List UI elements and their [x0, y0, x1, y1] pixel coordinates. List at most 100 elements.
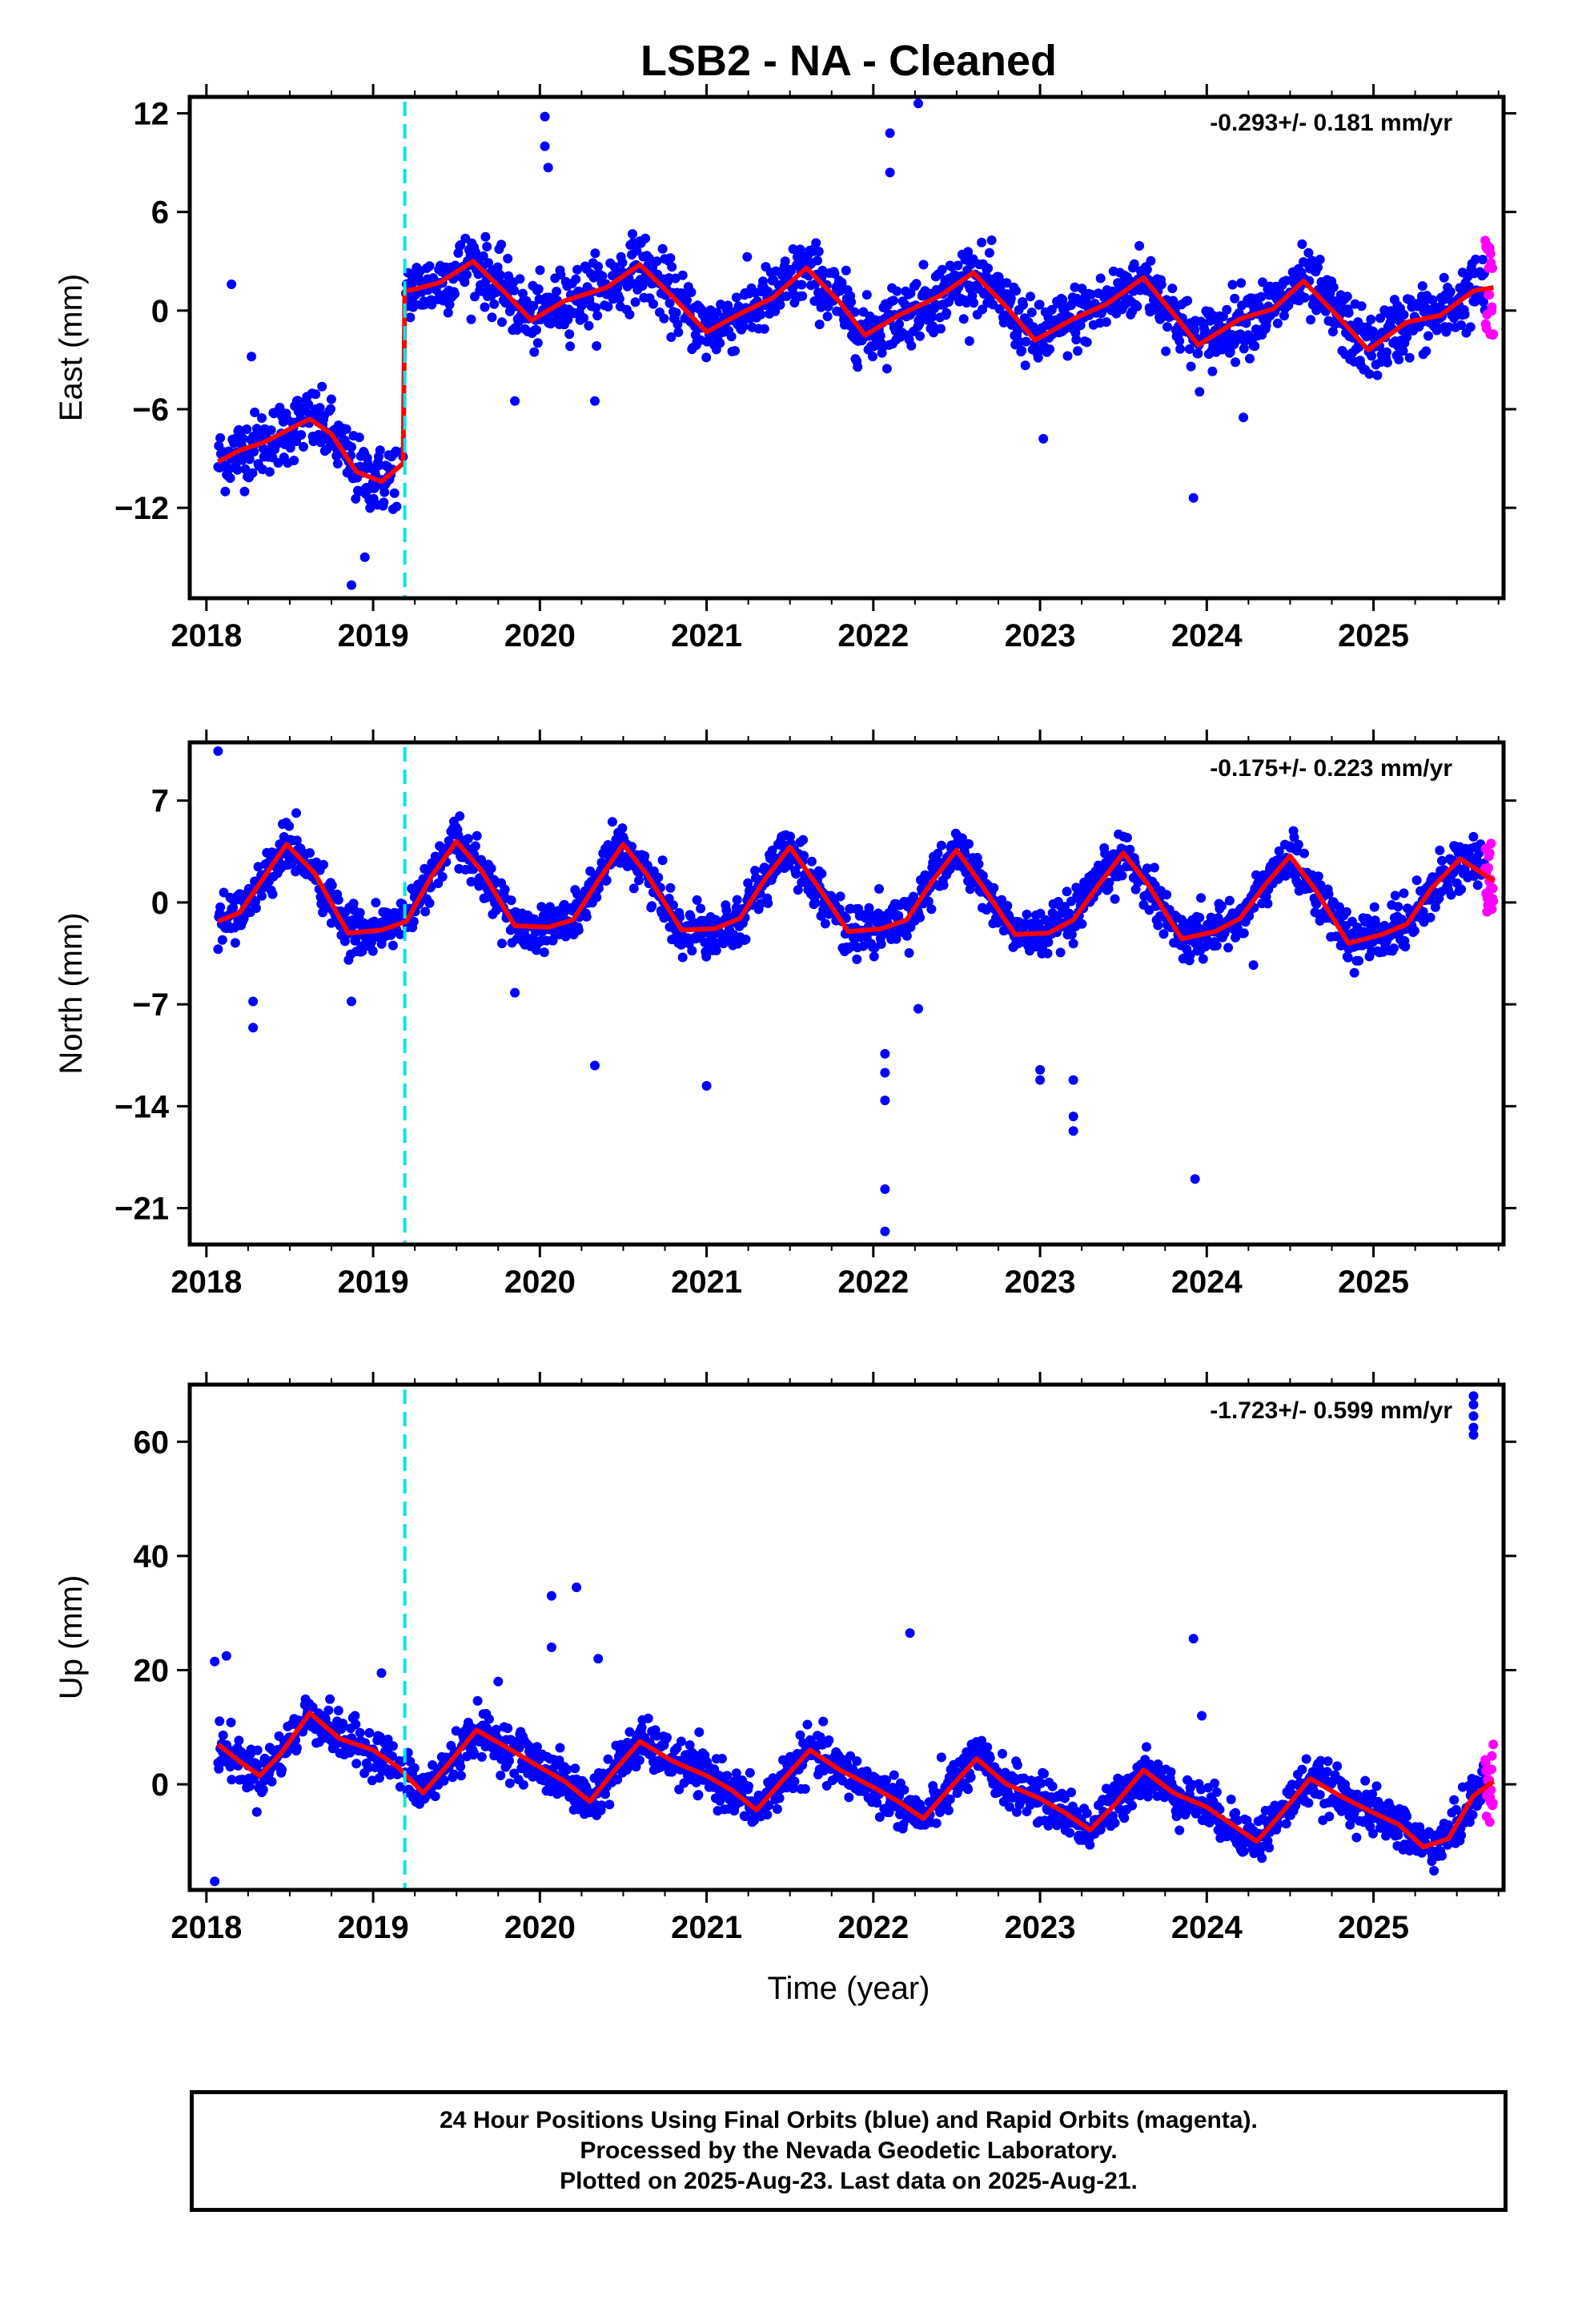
final-orbit-point — [1258, 277, 1268, 287]
final-orbit-point — [249, 447, 259, 456]
panel-up: 2018 2019 2020 2021 2022 2023 2024 20256040200U… — [54, 1372, 1516, 1945]
final-orbit-point — [497, 939, 507, 949]
final-orbit-point — [564, 329, 575, 340]
final-orbit-point — [628, 229, 637, 239]
final-orbit-point — [711, 945, 721, 955]
outlier-point — [885, 128, 895, 139]
panel-north: 2018 2019 2020 2021 2022 2023 2024 202570−7−14−… — [54, 730, 1516, 1300]
final-orbit-point — [1389, 943, 1399, 954]
final-orbit-point — [642, 860, 652, 870]
final-orbit-point — [226, 1717, 236, 1727]
final-orbit-point — [915, 331, 926, 341]
final-orbit-point — [904, 948, 914, 958]
chart-title: LSB2 - NA - Cleaned — [640, 37, 1057, 85]
rapid-orbit-point — [1486, 838, 1496, 849]
final-orbit-point — [1225, 347, 1235, 357]
final-orbit-point — [1167, 283, 1178, 294]
x-tick-label: 2018 — [171, 618, 242, 653]
final-orbit-point — [845, 1751, 856, 1761]
final-orbit-point — [983, 263, 994, 273]
final-orbit-point — [731, 292, 741, 303]
y-tick-label: −7 — [132, 987, 169, 1023]
final-orbit-point — [1313, 262, 1323, 272]
panel-east: 2018 2019 2020 2021 2022 2023 2024 20251260−6−1… — [54, 84, 1516, 653]
final-orbit-point — [253, 862, 263, 872]
final-orbit-point — [817, 868, 827, 879]
final-orbit-point — [712, 308, 722, 318]
final-orbit-point — [820, 919, 830, 929]
final-orbit-point — [593, 261, 603, 271]
final-orbit-point — [978, 304, 987, 315]
final-orbit-point — [532, 325, 541, 335]
final-orbit-point — [767, 845, 777, 855]
x-tick-label: 2022 — [837, 1265, 909, 1300]
final-orbit-point — [643, 1713, 653, 1723]
outlier-point — [247, 352, 257, 362]
final-orbit-point — [257, 413, 267, 423]
final-orbit-point — [327, 880, 337, 891]
final-orbit-point — [673, 320, 683, 329]
final-orbit-point — [742, 251, 753, 262]
final-orbit-point — [1068, 939, 1078, 949]
final-orbit-point — [491, 905, 501, 915]
final-orbit-point — [669, 900, 678, 911]
final-orbit-point — [1058, 295, 1068, 305]
final-orbit-point — [1323, 889, 1334, 899]
final-orbit-point — [333, 1706, 343, 1715]
final-orbit-point — [1175, 344, 1186, 354]
final-orbit-point — [1349, 967, 1359, 978]
final-orbit-point — [1062, 351, 1073, 361]
final-orbit-point — [252, 1745, 263, 1755]
final-orbit-point — [1236, 278, 1247, 288]
final-orbit-point — [218, 1730, 228, 1740]
final-orbit-point — [977, 1735, 987, 1746]
final-orbit-point — [570, 1763, 580, 1774]
final-orbit-point — [1427, 295, 1438, 305]
final-orbit-point — [250, 407, 260, 417]
final-orbit-point — [1435, 845, 1445, 855]
final-orbit-point — [258, 1784, 268, 1795]
final-orbit-point — [849, 307, 860, 317]
final-orbit-point — [914, 319, 925, 329]
final-orbit-point — [1303, 247, 1314, 258]
final-orbit-point — [891, 934, 901, 944]
final-orbit-point — [978, 870, 988, 881]
final-orbit-point — [682, 296, 692, 306]
outlier-point — [913, 99, 923, 109]
final-orbit-point — [238, 433, 248, 444]
final-orbit-point — [1399, 310, 1409, 320]
x-tick-label: 2021 — [671, 1265, 742, 1300]
final-orbit-point — [1066, 1787, 1076, 1798]
final-orbit-point — [1421, 346, 1431, 356]
final-orbit-point — [982, 1742, 993, 1752]
final-orbit-point — [1211, 940, 1222, 951]
final-orbit-point — [1072, 1807, 1082, 1817]
final-orbit-point — [609, 262, 620, 272]
final-orbit-point — [759, 324, 769, 334]
final-orbit-point — [1006, 293, 1016, 304]
final-orbit-point — [1161, 346, 1171, 356]
final-orbit-point — [420, 907, 431, 917]
final-orbit-point — [818, 1716, 829, 1727]
final-orbit-point — [1174, 336, 1185, 346]
final-orbit-point — [743, 878, 753, 888]
final-orbit-point — [472, 830, 482, 841]
final-orbit-point — [1279, 311, 1289, 321]
final-orbit-point — [1034, 300, 1045, 310]
final-orbit-point — [694, 1727, 705, 1737]
final-orbit-point — [861, 290, 872, 300]
final-orbit-point — [692, 895, 702, 905]
final-orbit-point — [1222, 304, 1232, 315]
final-orbit-point — [632, 246, 642, 256]
final-orbit-point — [323, 1705, 334, 1715]
final-orbit-point — [456, 240, 466, 250]
final-orbit-point — [1409, 926, 1419, 936]
final-orbit-point — [215, 432, 226, 443]
rapid-orbit-point — [1484, 289, 1495, 300]
final-orbit-point — [624, 1727, 635, 1737]
final-orbit-point — [230, 938, 240, 948]
final-orbit-point — [1042, 948, 1053, 959]
final-orbit-point — [476, 1751, 487, 1762]
rapid-orbit-point — [1484, 862, 1493, 873]
scatter-points — [210, 1391, 1499, 1887]
